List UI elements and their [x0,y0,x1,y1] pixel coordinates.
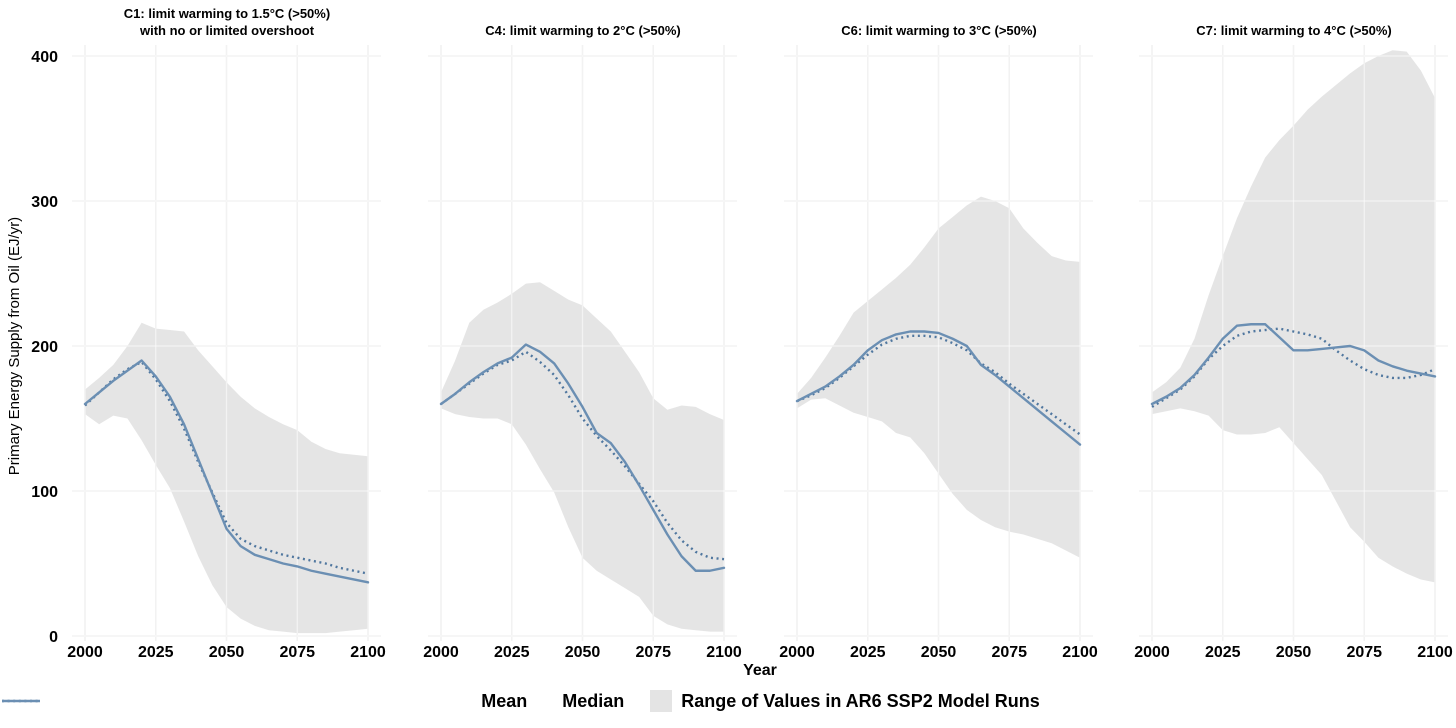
mean-line [84,360,369,575]
x-tick-label: 2050 [209,644,245,661]
y-tick-label: 100 [31,484,58,501]
facet-title-c1-line1: C1: limit warming to 1.5°C (>50%) [123,6,331,22]
x-tick-label: 2000 [67,644,103,661]
x-tick-label: 2100 [350,644,386,661]
facet-panel-c7 [1139,45,1448,641]
median-line [83,359,370,584]
facet-title-c7: C7: limit warming to 4°C (>50%) [1139,4,1449,40]
legend: Mean Median Range of Values in AR6 SSP2 … [0,690,1456,712]
y-tick-label: 0 [49,629,58,646]
legend-label-median: Median [562,690,625,711]
x-tick-label: 2100 [706,644,742,661]
x-tick-label: 2100 [1062,644,1098,661]
x-tick-label: 2025 [850,644,886,661]
x-tick-label: 2000 [1134,644,1170,661]
y-tick-label: 200 [31,339,58,356]
median-line-legend-icon [2,699,40,703]
facet-panel-c4 [428,45,737,641]
facet-title-c6-line1: C6: limit warming to 3°C (>50%) [841,23,1037,39]
median-line [439,343,726,572]
facet-panel-c1 [72,45,381,641]
facet-title-c7-line1: C7: limit warming to 4°C (>50%) [1196,23,1392,39]
y-tick-label: 300 [31,194,58,211]
y-axis-title: Primary Energy Supply from Oil (EJ/yr) [6,216,23,476]
legend-label-range: Range of Values in AR6 SSP2 Model Runs [681,690,1040,711]
x-tick-label: 2075 [635,644,671,661]
y-tick-label: 400 [31,49,58,66]
legend-label-mean: Mean [481,690,528,711]
x-tick-label: 2100 [1417,644,1453,661]
facet-title-c1-line2: with no or limited overshoot [139,23,315,39]
x-tick-label: 2000 [423,644,459,661]
facet-title-c6: C6: limit warming to 3°C (>50%) [784,4,1094,40]
x-tick-label: 2075 [279,644,315,661]
x-tick-label: 2075 [991,644,1027,661]
x-tick-label: 2050 [1276,644,1312,661]
mean-line [440,350,725,561]
x-tick-label: 2075 [1346,644,1382,661]
facet-title-c4-line1: C4: limit warming to 2°C (>50%) [485,23,681,39]
x-tick-label: 2050 [921,644,957,661]
median-line [1150,323,1437,406]
x-tick-label: 2025 [1205,644,1241,661]
x-tick-label: 2050 [565,644,601,661]
x-tick-label: 2025 [138,644,174,661]
x-tick-label: 2025 [494,644,530,661]
x-axis-title: Year [743,662,777,679]
facet-title-c4: C4: limit warming to 2°C (>50%) [428,4,738,40]
range-swatch-legend-icon [650,690,673,712]
facet-title-c1: C1: limit warming to 1.5°C (>50%) with n… [72,4,382,40]
median-line [795,330,1082,446]
x-tick-label: 2000 [779,644,815,661]
mean-line [796,334,1081,436]
mean-line [1151,327,1436,408]
facet-panel-c6 [784,45,1093,641]
